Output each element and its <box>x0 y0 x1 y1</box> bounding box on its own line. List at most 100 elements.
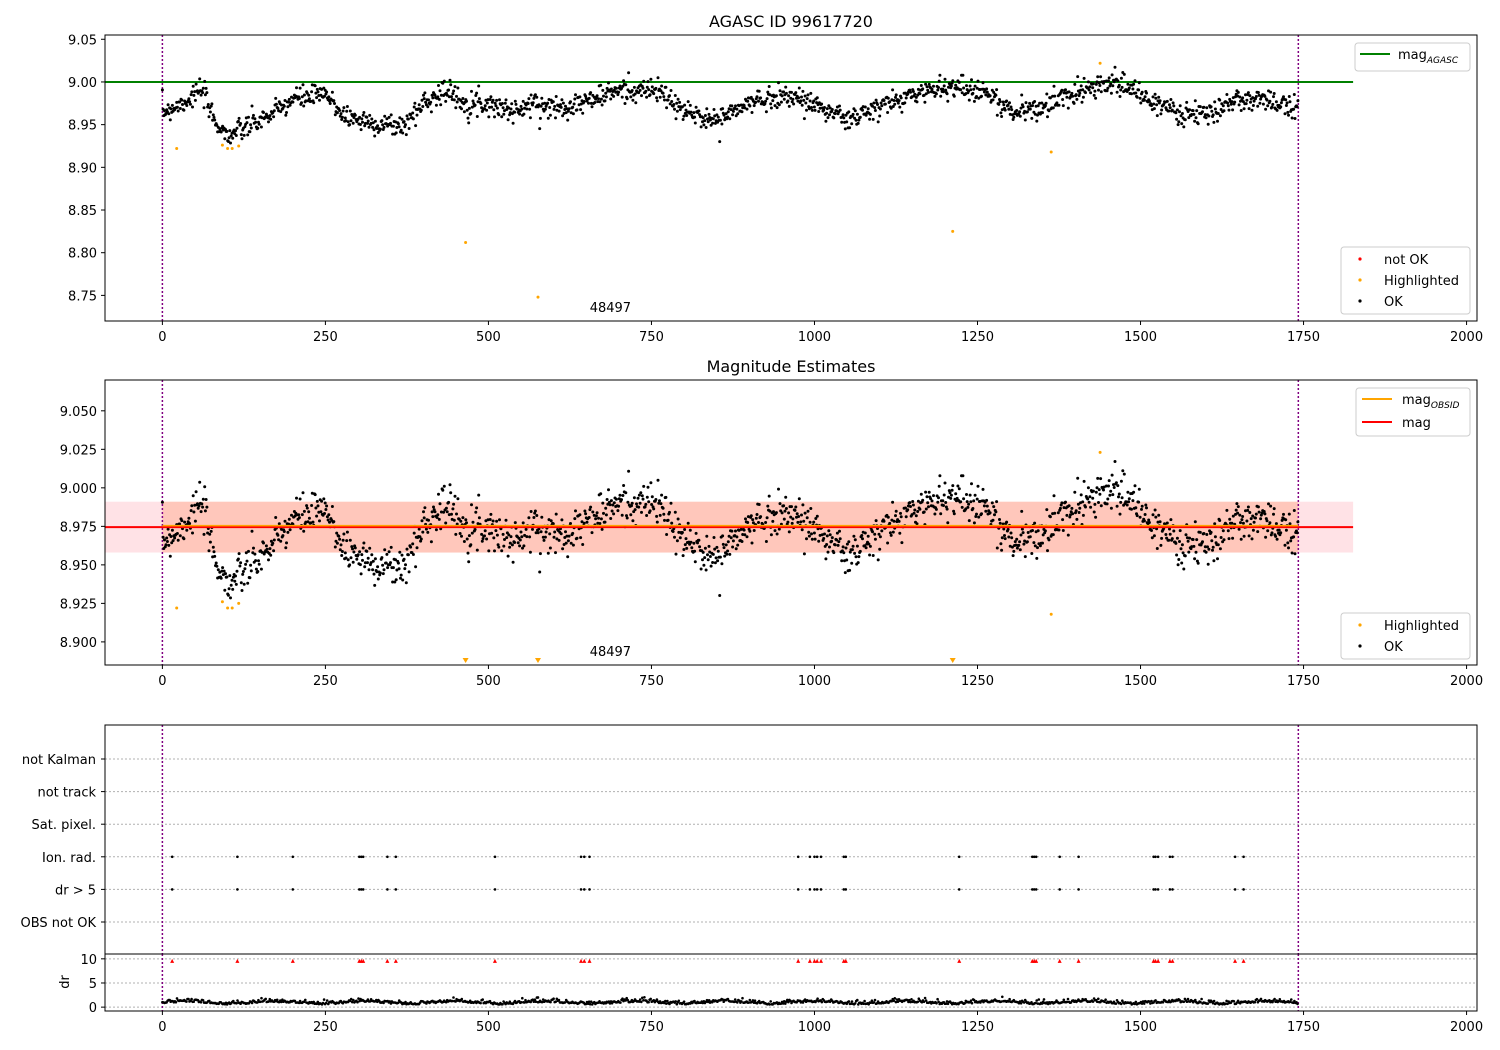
ok-point <box>561 101 565 105</box>
ok-point <box>1210 539 1214 543</box>
ok-point <box>500 115 504 119</box>
ok-point <box>1022 542 1026 546</box>
ok-point <box>1021 105 1025 109</box>
ok-point <box>366 556 370 560</box>
ok-point <box>644 89 648 93</box>
ok-point <box>601 501 605 505</box>
dr-limit-marker <box>393 958 398 963</box>
ok-point <box>850 548 854 552</box>
ok-point <box>1055 101 1059 105</box>
ok-point <box>660 84 664 88</box>
ok-point <box>225 575 229 579</box>
ok-point <box>1133 79 1137 83</box>
ok-point <box>1131 87 1135 91</box>
legend-label-agasc: magAGASC <box>1398 48 1459 66</box>
ok-point <box>1003 534 1006 537</box>
ok-point <box>262 541 265 545</box>
flag-point <box>1031 888 1034 891</box>
ok-point <box>715 113 719 117</box>
ok-point <box>726 540 730 544</box>
ok-point <box>381 563 385 567</box>
ok-point <box>274 516 278 519</box>
ok-point <box>593 101 597 104</box>
ok-point <box>1065 95 1069 99</box>
ok-point <box>743 106 747 110</box>
dr-point <box>479 1001 482 1005</box>
dr-limit-marker <box>957 958 962 963</box>
ok-point <box>1185 100 1189 104</box>
ok-point <box>444 99 448 103</box>
ok-point <box>1102 488 1105 492</box>
ok-point <box>925 495 929 499</box>
ok-point <box>548 546 552 550</box>
ok-point <box>1077 511 1081 514</box>
ok-point <box>277 538 281 542</box>
ok-point <box>560 518 564 522</box>
flag-point <box>170 888 174 891</box>
ok-point <box>853 551 857 555</box>
flag-point <box>1077 855 1080 859</box>
ok-point <box>848 126 852 130</box>
ok-point <box>855 112 859 116</box>
ok-point <box>302 529 306 533</box>
ok-point <box>810 532 813 536</box>
ok-point <box>199 93 203 97</box>
ok-point <box>455 100 459 104</box>
ok-point <box>904 506 907 510</box>
ok-point <box>1041 541 1044 545</box>
ok-point <box>1245 519 1249 523</box>
ok-point <box>178 534 182 538</box>
dr-point <box>721 998 724 1001</box>
offscale-marker <box>949 658 956 663</box>
ok-point <box>444 506 448 510</box>
ok-point <box>689 540 693 544</box>
ok-point <box>285 541 288 545</box>
dr-point <box>640 1000 643 1004</box>
ok-point <box>1188 108 1192 112</box>
ok-point <box>815 514 819 518</box>
ok-point <box>1174 111 1178 115</box>
ok-point <box>610 509 614 513</box>
ok-point <box>649 77 653 81</box>
ok-point <box>536 531 540 535</box>
ok-point <box>487 549 491 553</box>
ok-point <box>1256 530 1260 534</box>
ok-point <box>412 105 416 109</box>
ok-point <box>914 95 918 99</box>
ok-point <box>535 514 539 517</box>
ok-point <box>418 535 422 539</box>
ok-point <box>1009 531 1013 535</box>
ok-point <box>163 538 166 542</box>
ok-point <box>1206 562 1210 566</box>
ok-point <box>557 538 561 542</box>
ok-point <box>538 127 542 131</box>
legend-label: OK <box>1384 295 1403 310</box>
dr-limit-marker <box>361 958 366 963</box>
ok-point <box>203 79 207 83</box>
ok-point <box>972 99 976 103</box>
ok-point <box>240 137 244 141</box>
ok-point <box>998 100 1002 104</box>
ok-point <box>1008 101 1011 105</box>
ok-point <box>1140 504 1144 508</box>
ok-point <box>1028 535 1032 539</box>
ok-point <box>801 89 805 93</box>
ok-point <box>1089 91 1093 95</box>
ok-point <box>625 97 629 101</box>
ok-point <box>394 578 398 582</box>
dr-point <box>1149 1002 1152 1005</box>
ok-point <box>735 107 739 111</box>
ok-point <box>655 514 659 518</box>
ok-point <box>851 112 855 116</box>
ok-point <box>267 558 270 562</box>
ok-point <box>528 107 532 111</box>
ok-point <box>411 111 415 115</box>
ok-point <box>1077 94 1081 98</box>
ok-point <box>531 103 534 107</box>
ok-point <box>915 100 919 104</box>
ok-point <box>599 83 603 87</box>
ok-point <box>376 577 380 581</box>
dr-point <box>784 1002 787 1005</box>
ok-point <box>876 103 879 106</box>
